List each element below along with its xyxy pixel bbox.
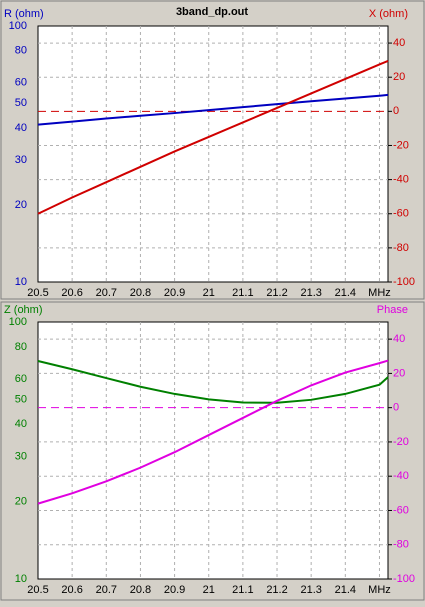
y-tick-label: 40: [15, 418, 27, 430]
y-tick-label: 100: [9, 20, 27, 32]
x-tick-label: 21.2: [266, 287, 287, 299]
x-tick-label: 21.3: [300, 287, 321, 299]
x-tick-label: 21.2: [266, 584, 287, 596]
series-line: [37, 93, 389, 126]
y-tick-label: 50: [15, 97, 27, 109]
series-line: [37, 359, 389, 505]
x-tick-label: 20.8: [130, 287, 151, 299]
x-tick-label: 20.7: [96, 584, 117, 596]
y2-tick-label: -40: [393, 174, 409, 186]
x-tick-label: 21.4: [335, 287, 356, 299]
y-tick-label: 20: [15, 496, 27, 508]
y2-tick-label: -100: [393, 573, 415, 585]
x-tick-label: 20.5: [27, 287, 48, 299]
x-tick-label: 21.4: [335, 584, 356, 596]
x-tick-label: 20.9: [164, 584, 185, 596]
y-tick-label: 80: [15, 45, 27, 57]
y2-tick-label: -40: [393, 470, 409, 482]
x-tick-label: 21.1: [232, 584, 253, 596]
y2-tick-label: 20: [393, 367, 405, 379]
y2-tick-label: 40: [393, 333, 405, 345]
y2-tick-label: -80: [393, 242, 409, 254]
y-tick-label: 60: [15, 373, 27, 385]
y2-tick-label: 20: [393, 71, 405, 83]
x-tick-label: MHz: [368, 584, 391, 596]
y-axis-label: Z (ohm): [4, 304, 43, 316]
x-tick-label: 20.6: [61, 287, 82, 299]
y2-tick-label: -80: [393, 539, 409, 551]
y2-tick-label: 0: [393, 105, 399, 117]
y2-tick-label: 0: [393, 402, 399, 414]
y2-tick-label: -60: [393, 208, 409, 220]
y2-tick-label: -20: [393, 139, 409, 151]
y-tick-label: 30: [15, 154, 27, 166]
y-tick-label: 60: [15, 77, 27, 89]
x-tick-label: 20.8: [130, 584, 151, 596]
x-tick-label: 21.3: [300, 584, 321, 596]
x-tick-label: MHz: [368, 287, 391, 299]
series-line: [37, 60, 389, 215]
y-tick-label: 40: [15, 122, 27, 134]
x-tick-label: 21.1: [232, 287, 253, 299]
x-tick-label: 21: [203, 584, 215, 596]
y2-tick-label: -20: [393, 436, 409, 448]
y-tick-label: 100: [9, 316, 27, 328]
x-tick-label: 20.6: [61, 584, 82, 596]
plot-area: [37, 321, 389, 580]
y2-axis-label: X (ohm): [369, 8, 408, 20]
y2-tick-label: -60: [393, 504, 409, 516]
x-tick-label: 21: [203, 287, 215, 299]
y-tick-label: 50: [15, 393, 27, 405]
chart-title: 3band_dp.out: [176, 6, 248, 18]
y2-axis-label: Phase: [377, 304, 408, 316]
x-tick-label: 20.5: [27, 584, 48, 596]
y-tick-label: 30: [15, 450, 27, 462]
y2-tick-label: 40: [393, 37, 405, 49]
y-axis-label: R (ohm): [4, 8, 44, 20]
plot-area: [37, 25, 389, 283]
x-tick-label: 20.7: [96, 287, 117, 299]
y-tick-label: 10: [15, 276, 27, 288]
series-line: [37, 360, 389, 404]
y-tick-label: 80: [15, 341, 27, 353]
y-tick-label: 10: [15, 573, 27, 585]
y-tick-label: 20: [15, 199, 27, 211]
y2-tick-label: -100: [393, 276, 415, 288]
x-tick-label: 20.9: [164, 287, 185, 299]
